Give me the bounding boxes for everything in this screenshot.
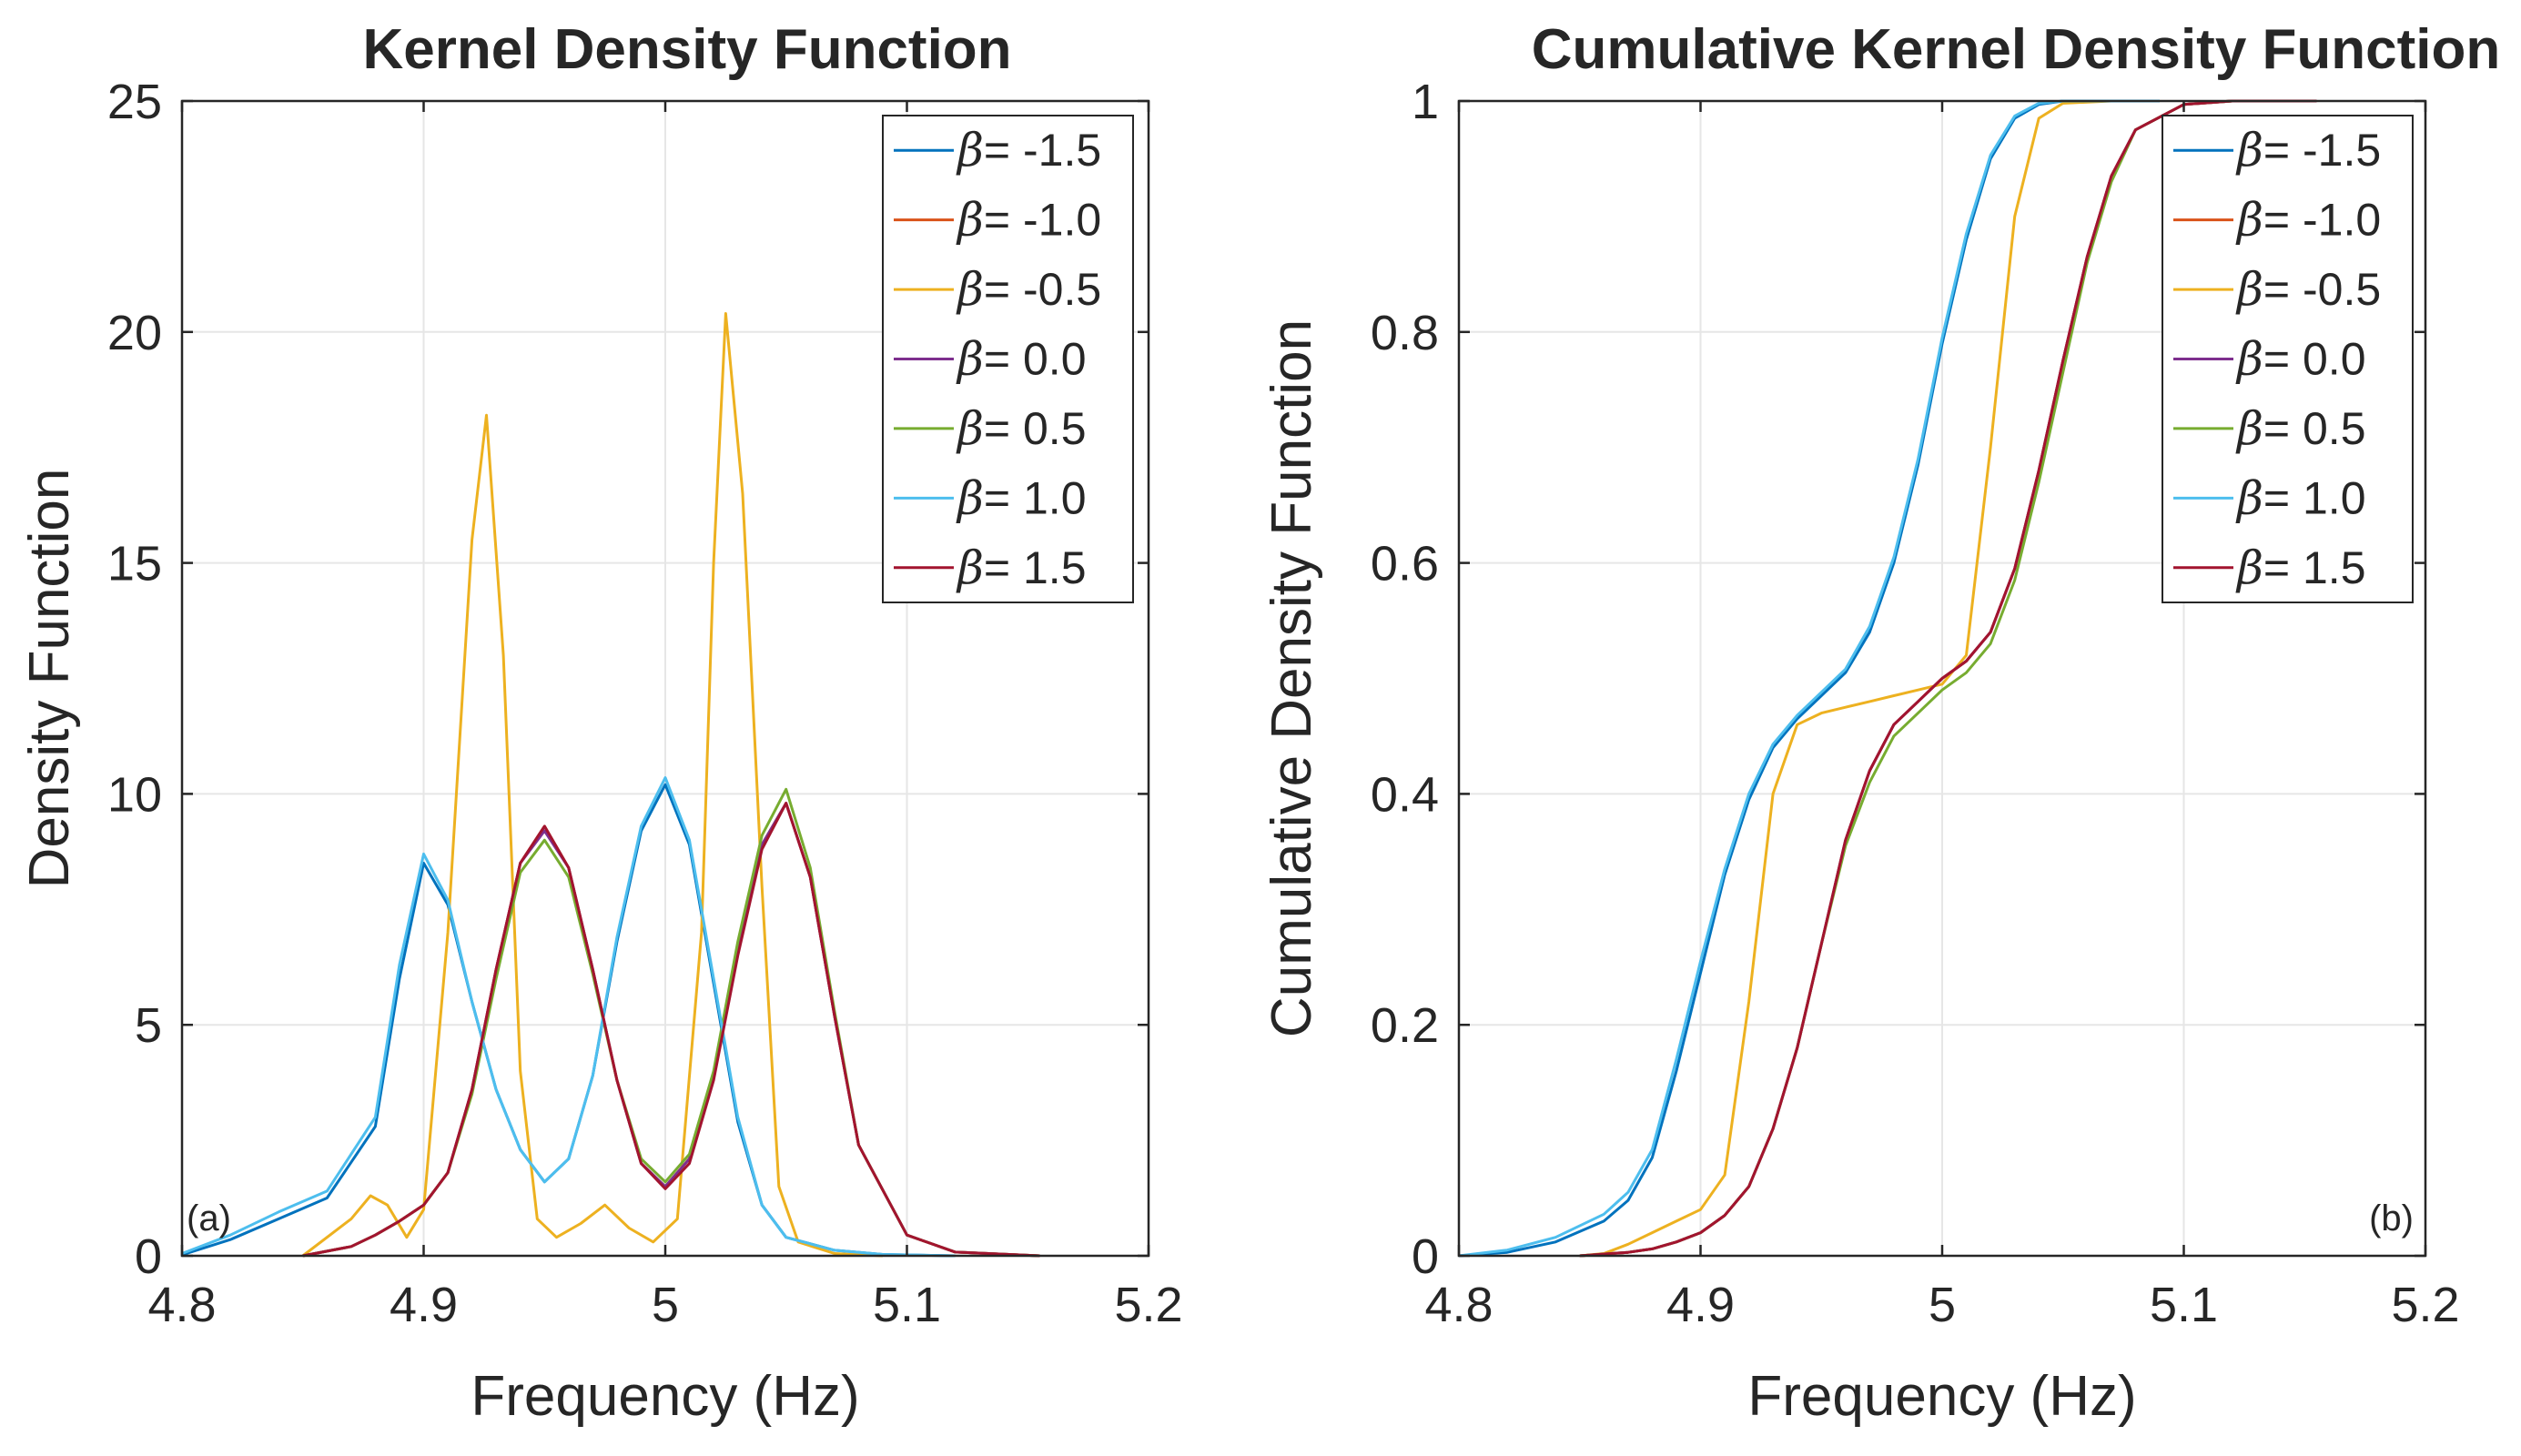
legend-item: β= -1.0	[2173, 194, 2381, 247]
x-tick-label: 5.1	[873, 1278, 941, 1332]
x-tick-label: 4.8	[1424, 1278, 1493, 1332]
legend: β= -1.5β= -1.0β= -0.5β= 0.0β= 0.5β= 1.0β…	[882, 115, 1134, 603]
legend-item: β= -1.5	[2173, 124, 2381, 177]
legend-item: β= -1.5	[894, 124, 1101, 177]
legend-item: β= -0.5	[2173, 263, 2381, 316]
legend-label: β= 1.5	[2235, 541, 2366, 594]
legend-item: β= 1.5	[894, 541, 1087, 594]
chart-panel-b: 4.8 4.9 5 5.1 5.2 0 0.2 0.4 0.6 0.8 1 Cumulative Ke…	[1260, 18, 2500, 1428]
chart-title: Kernel Density Function	[362, 18, 1011, 81]
legend-beta-symbol: β	[2235, 402, 2263, 455]
legend-label: β= 0.0	[956, 333, 1087, 386]
x-axis-label: Frequency (Hz)	[471, 1365, 859, 1428]
y-tick-label: 15	[107, 537, 162, 592]
y-tick-label: 0.6	[1371, 537, 1439, 592]
legend: β= -1.5β= -1.0β= -0.5β= 0.0β= 0.5β= 1.0β…	[2162, 115, 2414, 603]
legend-label: β= -0.5	[2235, 263, 2381, 316]
legend-item: β= -0.5	[894, 263, 1101, 316]
y-tick-label: 0.8	[1371, 306, 1439, 360]
legend-item: β= 0.0	[2173, 333, 2366, 386]
series-line-6	[302, 802, 1040, 1258]
y-tick-label: 0.2	[1371, 998, 1439, 1053]
y-tick-label: 25	[107, 75, 162, 129]
legend-value: = 0.0	[984, 334, 1087, 385]
legend-value: = -0.5	[2263, 264, 2381, 315]
x-tick-label: 4.9	[390, 1278, 458, 1332]
legend-label: β= -1.0	[2235, 194, 2381, 247]
series-line-5	[1458, 99, 2160, 1258]
y-tick-label: 0	[135, 1229, 162, 1284]
legend-beta-symbol: β	[2235, 263, 2263, 316]
panel-label: (a)	[187, 1198, 231, 1239]
x-axis-label: Frequency (Hz)	[1747, 1365, 2136, 1428]
series-line-6	[1579, 99, 2317, 1258]
x-tick-label: 5	[652, 1278, 679, 1332]
legend-item: β= -1.0	[894, 194, 1101, 247]
legend-value: = -1.5	[2263, 125, 2381, 176]
legend-value: = 1.0	[2263, 472, 2366, 523]
x-tick-label: 5.2	[1114, 1278, 1182, 1332]
legend-beta-symbol: β	[956, 194, 984, 247]
legend-value: = -1.5	[984, 125, 1101, 176]
legend-value: = 1.5	[2263, 542, 2366, 593]
series-line-2	[301, 312, 883, 1258]
legend-beta-symbol: β	[2235, 541, 2263, 594]
legend-label: β= -1.0	[956, 194, 1101, 247]
legend-beta-symbol: β	[956, 402, 984, 455]
legend-value: = 1.0	[984, 472, 1087, 523]
y-tick-label: 10	[107, 767, 162, 822]
legend-beta-symbol: β	[2235, 124, 2263, 177]
legend-beta-symbol: β	[956, 333, 984, 386]
legend-item: β= 0.0	[894, 333, 1087, 386]
y-tick-label: 5	[135, 998, 162, 1053]
legend-beta-symbol: β	[956, 124, 984, 177]
legend-value: = -1.0	[2263, 195, 2381, 246]
legend-item: β= 0.5	[2173, 402, 2366, 455]
legend-item: β= 0.5	[894, 402, 1087, 455]
y-axis-label: Density Function	[18, 469, 81, 889]
legend-label: β= 1.0	[2235, 471, 2366, 524]
x-tick-label: 4.9	[1666, 1278, 1735, 1332]
legend-beta-symbol: β	[2235, 333, 2263, 386]
legend-item: β= 1.5	[2173, 541, 2366, 594]
legend-value: = -0.5	[984, 264, 1101, 315]
x-tick-label: 5.1	[2150, 1278, 2218, 1332]
y-axis-label: Cumulative Density Function	[1260, 319, 1323, 1037]
legend-label: β= 1.5	[956, 541, 1087, 594]
legend-beta-symbol: β	[956, 263, 984, 316]
legend-label: β= -1.5	[2235, 124, 2381, 177]
legend-beta-symbol: β	[956, 541, 984, 594]
legend-item: β= 1.0	[2173, 471, 2366, 524]
chart-panel-a: 4.8 4.9 5 5.1 5.2 0 5 10 15 20 25 Kernel Density Fu…	[18, 18, 1183, 1428]
legend-beta-symbol: β	[956, 471, 984, 524]
series-line-2	[1579, 99, 2111, 1258]
legend-label: β= -1.5	[956, 124, 1101, 177]
y-tick-label: 1	[1412, 75, 1439, 129]
legend-label: β= 0.0	[2235, 333, 2366, 386]
legend-label: β= -0.5	[956, 263, 1101, 316]
legend-value: = 1.5	[984, 542, 1087, 593]
legend-value: = 0.5	[984, 403, 1087, 454]
legend-label: β= 1.0	[956, 471, 1087, 524]
x-tick-label: 4.8	[147, 1278, 216, 1332]
series-line-5	[181, 776, 956, 1258]
legend-item: β= 1.0	[894, 471, 1087, 524]
x-tick-label: 5.2	[2391, 1278, 2459, 1332]
legend-label: β= 0.5	[956, 402, 1087, 455]
legend-beta-symbol: β	[2235, 471, 2263, 524]
y-tick-label: 0.4	[1371, 767, 1439, 822]
legend-beta-symbol: β	[2235, 194, 2263, 247]
legend-label: β= 0.5	[2235, 402, 2366, 455]
chart-title: Cumulative Kernel Density Function	[1532, 18, 2501, 81]
panel-label: (b)	[2369, 1198, 2414, 1239]
x-tick-label: 5	[1929, 1278, 1956, 1332]
legend-value: = 0.0	[2263, 334, 2366, 385]
y-tick-label: 0	[1412, 1229, 1439, 1284]
legend-value: = -1.0	[984, 195, 1101, 246]
legend-value: = 0.5	[2263, 403, 2366, 454]
y-tick-label: 20	[107, 306, 162, 360]
